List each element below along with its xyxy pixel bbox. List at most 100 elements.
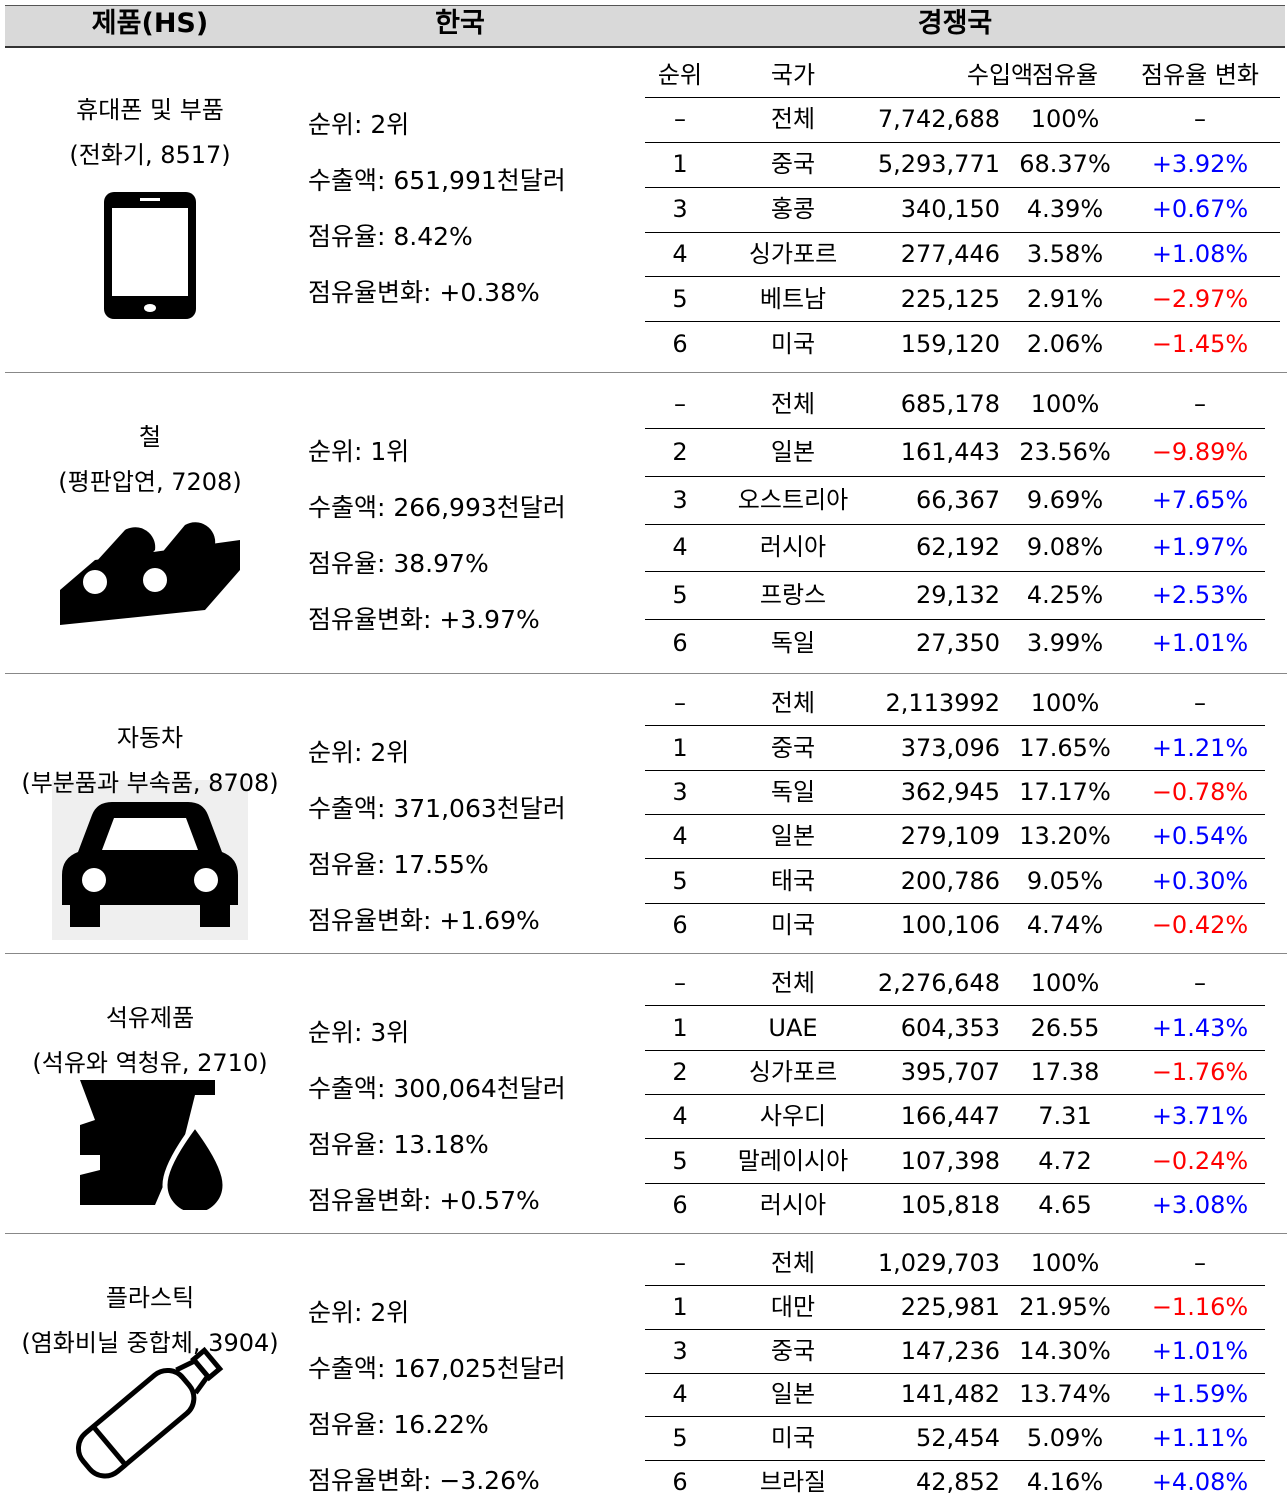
table-cell: +1.01% — [1151, 629, 1249, 658]
korea-stat: 점유율변화: +0.38% — [308, 278, 540, 307]
column-header: 순위 — [657, 61, 703, 89]
table-cell: +7.65% — [1151, 485, 1249, 514]
table-cell: 말레이시아 — [737, 1146, 849, 1175]
header-cell: 경쟁국 — [917, 8, 993, 39]
table-cell: 200,786 — [900, 866, 1000, 895]
table-cell: 미국 — [770, 1424, 816, 1453]
table-cell: −1.76% — [1151, 1057, 1249, 1086]
table-cell: 6 — [672, 1468, 688, 1497]
table-cell: 러시아 — [759, 1190, 827, 1219]
table-cell: 독일 — [770, 777, 816, 806]
table-cell: 일본 — [770, 822, 816, 851]
table-cell: 159,120 — [900, 329, 1000, 358]
row-line — [645, 276, 1280, 278]
table-cell: – — [674, 689, 686, 718]
korea-stat: 점유율: 16.22% — [308, 1410, 489, 1439]
table-cell: 6 — [672, 629, 688, 658]
product-name: 자동차 — [116, 724, 184, 752]
table-cell: – — [1194, 389, 1206, 418]
table-cell: 베트남 — [759, 284, 827, 313]
korea-stat: 수출액: 167,025천달러 — [308, 1354, 566, 1383]
table-cell: +0.67% — [1151, 195, 1249, 224]
table-cell: 225,981 — [900, 1292, 1000, 1321]
korea-stat: 수출액: 371,063천달러 — [308, 794, 566, 823]
table-cell: 4.65 — [1038, 1190, 1092, 1219]
table-cell: −1.16% — [1151, 1292, 1249, 1321]
row-line — [645, 619, 1265, 621]
korea-stat: 점유율변화: −3.26% — [308, 1466, 540, 1495]
table-cell: 5 — [672, 581, 688, 610]
table-cell: 전체 — [770, 1248, 816, 1277]
table-cell: +1.21% — [1151, 733, 1249, 762]
table-cell: 2,276,648 — [877, 969, 1000, 998]
korea-stat: 순위: 2위 — [308, 738, 410, 767]
table-cell: 9.69% — [1026, 485, 1104, 514]
table-cell: 1 — [672, 1292, 688, 1321]
section-line — [5, 1233, 1287, 1234]
header-cell: 제품(HS) — [91, 8, 209, 39]
table-cell: 225,125 — [900, 284, 1000, 313]
table-cell: 3.58% — [1026, 239, 1104, 268]
table-cell: – — [1194, 689, 1206, 718]
table-cell: 3 — [672, 777, 688, 806]
table-cell: +1.11% — [1151, 1424, 1249, 1453]
table-cell: 4 — [672, 1102, 688, 1131]
table-cell: 프랑스 — [759, 581, 827, 610]
table-cell: 277,446 — [900, 239, 1000, 268]
korea-stat: 점유율변화: +3.97% — [308, 605, 540, 634]
row-line — [645, 427, 1265, 429]
table-cell: 100% — [1030, 969, 1100, 998]
row-line — [645, 814, 1265, 815]
table-cell: 7.31 — [1038, 1102, 1092, 1131]
table-cell: 141,482 — [900, 1380, 1000, 1409]
table-cell: 100,106 — [900, 910, 1000, 939]
table-cell: +1.01% — [1151, 1336, 1249, 1365]
table-cell: +1.43% — [1151, 1013, 1249, 1042]
section-line — [5, 673, 1287, 674]
table-cell: 일본 — [770, 437, 816, 466]
table-cell: 52,454 — [916, 1424, 1000, 1453]
table-cell: +1.08% — [1151, 239, 1249, 268]
table-cell: 브라질 — [759, 1468, 827, 1497]
table-cell: 279,109 — [900, 822, 1000, 851]
table-cell: 3 — [672, 485, 688, 514]
table-cell: +4.08% — [1151, 1468, 1249, 1497]
table-cell: 68.37% — [1019, 150, 1111, 179]
row-line — [645, 1416, 1265, 1418]
table-cell: 107,398 — [900, 1146, 1000, 1175]
table-cell: 미국 — [770, 910, 816, 939]
header-cell: 한국 — [435, 8, 485, 39]
table-cell: +1.59% — [1151, 1380, 1249, 1409]
table-cell: −2.97% — [1151, 284, 1249, 313]
table-cell: 9.05% — [1026, 866, 1104, 895]
table-cell: 2,113992 — [885, 689, 1000, 718]
korea-stat: 점유율변화: +0.57% — [308, 1186, 540, 1215]
table-cell: +0.30% — [1151, 866, 1249, 895]
row-line — [645, 1094, 1265, 1095]
table-cell: 27,350 — [916, 629, 1000, 658]
hs-code: (염화비닐 중합체, 3904) — [21, 1329, 279, 1357]
table-cell: 147,236 — [900, 1336, 1000, 1365]
row-line — [645, 769, 1265, 771]
table-cell: 오스트리아 — [737, 485, 849, 514]
table-cell: 3 — [672, 1336, 688, 1365]
table-cell: 중국 — [770, 733, 816, 762]
table-cell: 1 — [672, 733, 688, 762]
row-line — [645, 1138, 1265, 1140]
table-cell: 러시아 — [759, 533, 827, 562]
table-cell: 독일 — [770, 629, 816, 658]
table-cell: 13.74% — [1019, 1380, 1111, 1409]
table-cell: 5 — [672, 866, 688, 895]
table-cell: 17.38 — [1030, 1057, 1100, 1086]
table-cell: 5 — [672, 284, 688, 313]
table-cell: 395,707 — [900, 1057, 1000, 1086]
row-line — [645, 1049, 1265, 1051]
korea-stat: 순위: 2위 — [308, 110, 410, 139]
table-cell: UAE — [768, 1013, 818, 1042]
table-cell: 1 — [672, 150, 688, 179]
table-cell: 4 — [672, 822, 688, 851]
table-cell: – — [1194, 969, 1206, 998]
table-cell: +1.97% — [1151, 533, 1249, 562]
table-cell: 1 — [672, 1013, 688, 1042]
section-line — [5, 372, 1287, 373]
